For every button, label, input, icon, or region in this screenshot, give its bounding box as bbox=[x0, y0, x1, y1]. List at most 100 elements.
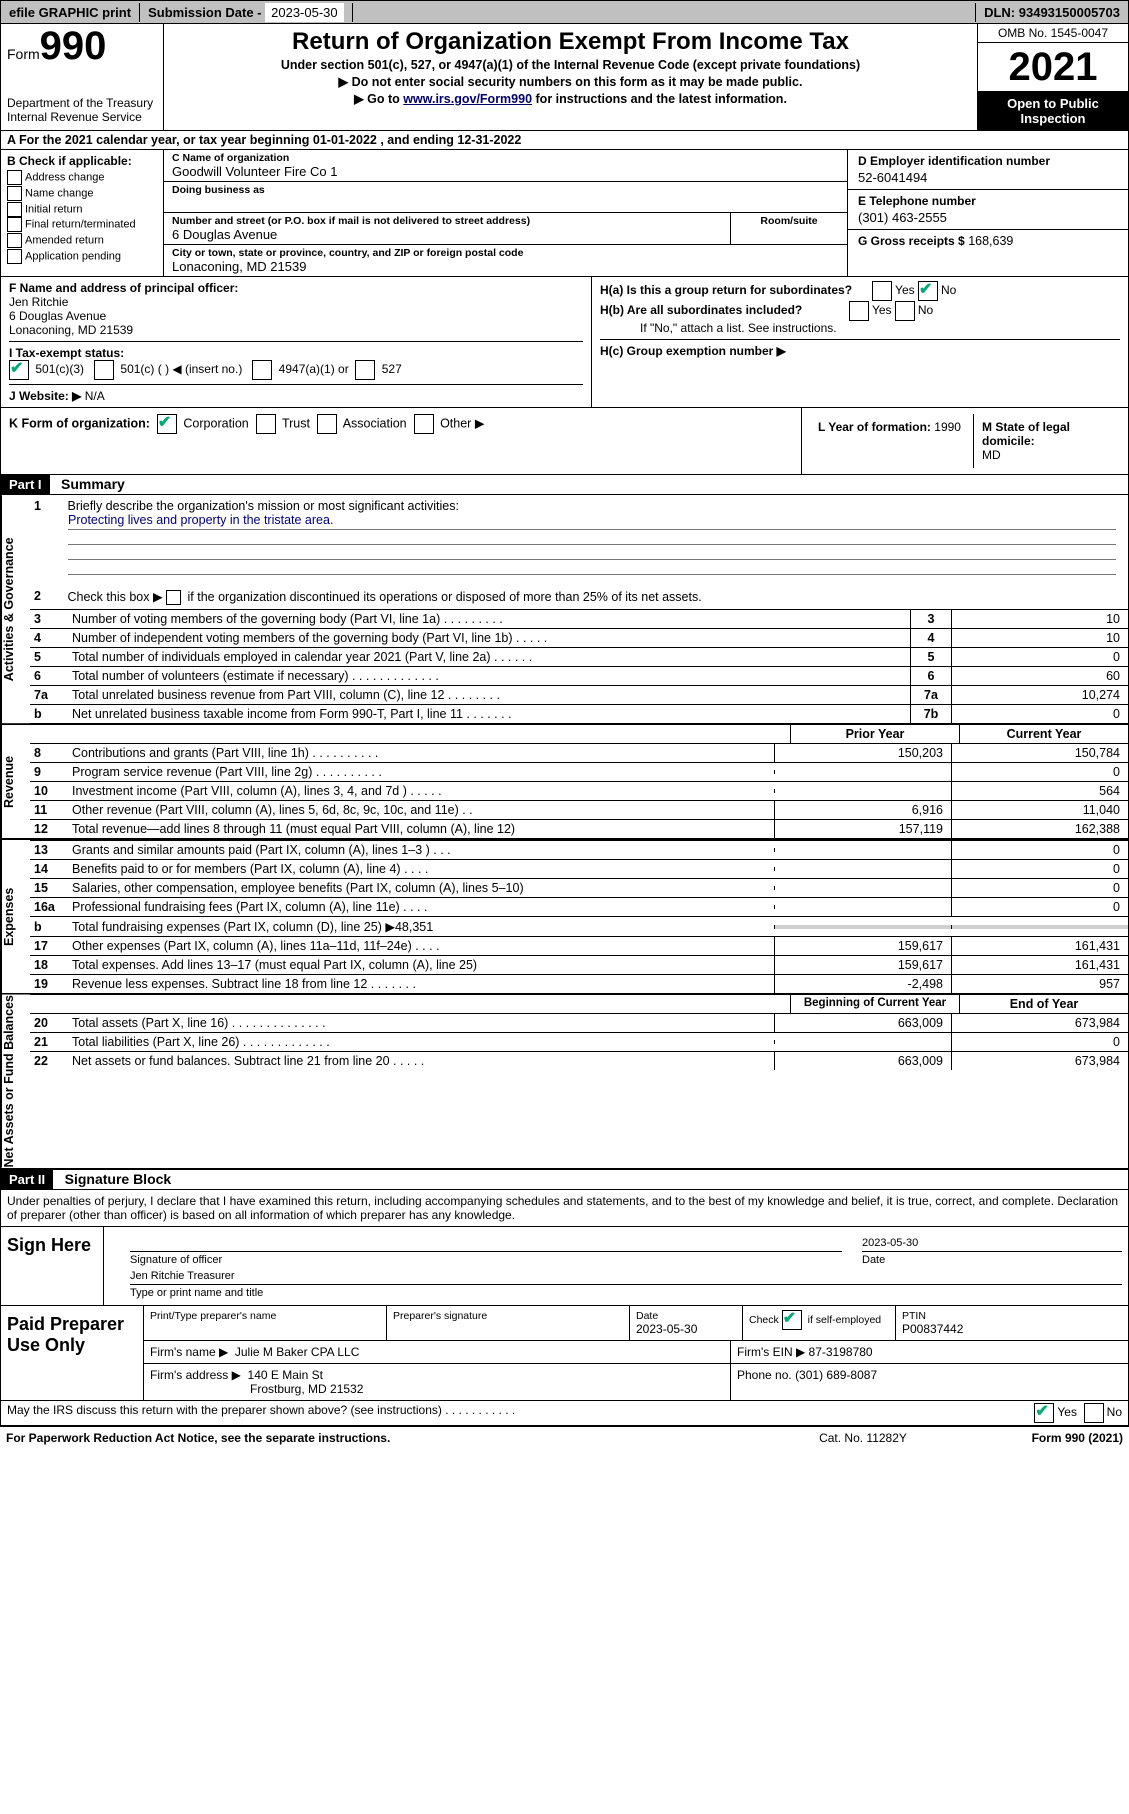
prep-ptin: PTIN P00837442 bbox=[896, 1306, 1128, 1340]
chk-initial-return[interactable]: Initial return bbox=[7, 202, 157, 218]
chk-amended[interactable]: Amended return bbox=[7, 233, 157, 249]
chk-trust[interactable] bbox=[256, 414, 276, 434]
chk-501c3[interactable] bbox=[9, 360, 29, 380]
chk-ha-yes[interactable] bbox=[872, 281, 892, 301]
section-fh: F Name and address of principal officer:… bbox=[1, 277, 1128, 408]
field-phone: E Telephone number (301) 463-2555 bbox=[848, 190, 1128, 230]
summary-line-12: 12Total revenue—add lines 8 through 11 (… bbox=[30, 819, 1128, 838]
chk-discuss-yes[interactable] bbox=[1034, 1403, 1054, 1423]
form-page-ref: Form 990 (2021) bbox=[963, 1431, 1123, 1445]
summary-line-7a: 7aTotal unrelated business revenue from … bbox=[30, 685, 1128, 704]
prep-sig: Preparer's signature bbox=[387, 1306, 630, 1340]
top-bar: efile GRAPHIC print Submission Date - 20… bbox=[0, 0, 1129, 24]
chk-assoc[interactable] bbox=[317, 414, 337, 434]
summary-line-17: 17Other expenses (Part IX, column (A), l… bbox=[30, 936, 1128, 955]
field-room-suite: Room/suite bbox=[731, 213, 847, 244]
paid-preparer-block: Paid Preparer Use Only Print/Type prepar… bbox=[1, 1306, 1128, 1401]
col-f-officer: F Name and address of principal officer:… bbox=[1, 277, 591, 407]
col-c-fields: C Name of organization Goodwill Voluntee… bbox=[164, 150, 847, 276]
chk-address-change[interactable]: Address change bbox=[7, 170, 157, 186]
prep-date: Date 2023-05-30 bbox=[630, 1306, 743, 1340]
chk-app-pending[interactable]: Application pending bbox=[7, 249, 157, 265]
row-l-year: L Year of formation: 1990 bbox=[810, 414, 974, 468]
chk-discuss-no[interactable] bbox=[1084, 1403, 1104, 1423]
h-b: H(b) Are all subordinates included? Yes … bbox=[600, 301, 1120, 321]
field-ein: D Employer identification number 52-6041… bbox=[848, 150, 1128, 190]
mission-text: Protecting lives and property in the tri… bbox=[68, 513, 1116, 530]
chk-4947[interactable] bbox=[252, 360, 272, 380]
submission-date: Submission Date - 2023-05-30 bbox=[140, 3, 353, 22]
summary-line-20: 20Total assets (Part X, line 16) . . . .… bbox=[30, 1013, 1128, 1032]
prep-self-emp: Check if self-employed bbox=[743, 1306, 896, 1340]
irs-link[interactable]: www.irs.gov/Form990 bbox=[403, 92, 532, 106]
footer-irs-discuss: May the IRS discuss this return with the… bbox=[1, 1401, 1128, 1426]
sign-here-label: Sign Here bbox=[1, 1227, 104, 1305]
summary-line-15: 15Salaries, other compensation, employee… bbox=[30, 878, 1128, 897]
page-footer: For Paperwork Reduction Act Notice, see … bbox=[0, 1427, 1129, 1449]
firm-ein: Firm's EIN ▶ 87-3198780 bbox=[731, 1341, 1128, 1363]
chk-name-change[interactable]: Name change bbox=[7, 186, 157, 202]
chk-hb-no[interactable] bbox=[895, 301, 915, 321]
col-deg: D Employer identification number 52-6041… bbox=[847, 150, 1128, 276]
efile-label[interactable]: efile GRAPHIC print bbox=[1, 3, 140, 22]
vtab-net-assets: Net Assets or Fund Balances bbox=[1, 995, 30, 1168]
chk-hb-yes[interactable] bbox=[849, 301, 869, 321]
dept-treasury: Department of the Treasury bbox=[7, 96, 157, 110]
summary-line-22: 22Net assets or fund balances. Subtract … bbox=[30, 1051, 1128, 1070]
perjury-declaration: Under penalties of perjury, I declare th… bbox=[1, 1190, 1128, 1227]
summary-line-b: bTotal fundraising expenses (Part IX, co… bbox=[30, 916, 1128, 936]
firm-address: Firm's address ▶ 140 E Main St Frostburg… bbox=[144, 1364, 731, 1400]
tax-year: 2021 bbox=[978, 43, 1128, 92]
chk-ha-no[interactable] bbox=[918, 281, 938, 301]
col-c-mid: C Name of organization Goodwill Voluntee… bbox=[164, 150, 1128, 276]
prep-name: Print/Type preparer's name bbox=[144, 1306, 387, 1340]
col-current-year: Current Year bbox=[959, 725, 1128, 743]
summary-line-4: 4Number of independent voting members of… bbox=[30, 628, 1128, 647]
form-header: Form 990 Department of the Treasury Inte… bbox=[1, 24, 1128, 131]
form-990: Form 990 Department of the Treasury Inte… bbox=[0, 24, 1129, 1427]
preparer-fields: Print/Type preparer's name Preparer's si… bbox=[144, 1306, 1128, 1400]
field-address: Number and street (or P.O. box if mail i… bbox=[164, 213, 847, 245]
summary-line-16a: 16aProfessional fundraising fees (Part I… bbox=[30, 897, 1128, 916]
chk-self-employed[interactable] bbox=[782, 1310, 802, 1330]
line-2: 2 Check this box ▶ if the organization d… bbox=[30, 579, 1128, 609]
summary-line-19: 19Revenue less expenses. Subtract line 1… bbox=[30, 974, 1128, 993]
omb-number: OMB No. 1545-0047 bbox=[978, 24, 1128, 43]
row-m-state: M State of legal domicile: MD bbox=[974, 414, 1120, 468]
field-gross-receipts: G Gross receipts $ 168,639 bbox=[848, 230, 1128, 252]
row-lm: L Year of formation: 1990 M State of leg… bbox=[801, 408, 1128, 474]
col-b-checkboxes: B Check if applicable: Address change Na… bbox=[1, 150, 164, 276]
vtab-expenses: Expenses bbox=[1, 840, 30, 993]
paid-preparer-label: Paid Preparer Use Only bbox=[1, 1306, 144, 1400]
form-title: Return of Organization Exempt From Incom… bbox=[170, 28, 971, 56]
chk-final-return[interactable]: Final return/terminated bbox=[7, 217, 157, 233]
sig-officer-field[interactable] bbox=[130, 1237, 842, 1252]
row-a-period: A For the 2021 calendar year, or tax yea… bbox=[1, 131, 1128, 150]
chk-other[interactable] bbox=[414, 414, 434, 434]
form-number: Form 990 bbox=[7, 26, 157, 66]
h-a: H(a) Is this a group return for subordin… bbox=[600, 281, 1120, 301]
part2-header: Part II Signature Block bbox=[1, 1170, 1128, 1190]
summary-line-8: 8Contributions and grants (Part VIII, li… bbox=[30, 743, 1128, 762]
row-j-website: J Website: ▶ N/A bbox=[9, 384, 583, 403]
header-right: OMB No. 1545-0047 2021 Open to Public In… bbox=[977, 24, 1128, 130]
summary-line-9: 9Program service revenue (Part VIII, lin… bbox=[30, 762, 1128, 781]
field-dba: Doing business as bbox=[164, 182, 847, 213]
col-begin-year: Beginning of Current Year bbox=[790, 995, 959, 1013]
chk-527[interactable] bbox=[355, 360, 375, 380]
summary-line-14: 14Benefits paid to or for members (Part … bbox=[30, 859, 1128, 878]
vtab-revenue: Revenue bbox=[1, 725, 30, 838]
sign-here-block: Sign Here 2023-05-30 Signature of office… bbox=[1, 1227, 1128, 1306]
row-klm: K Form of organization: Corporation Trus… bbox=[1, 408, 1128, 475]
chk-501c[interactable] bbox=[94, 360, 114, 380]
chk-corp[interactable] bbox=[157, 414, 177, 434]
col-h-group: H(a) Is this a group return for subordin… bbox=[591, 277, 1128, 407]
note-ssn: ▶ Do not enter social security numbers o… bbox=[170, 74, 971, 89]
sign-fields: 2023-05-30 Signature of officer Date Jen… bbox=[104, 1227, 1128, 1305]
summary-line-6: 6Total number of volunteers (estimate if… bbox=[30, 666, 1128, 685]
form-subtitle: Under section 501(c), 527, or 4947(a)(1)… bbox=[170, 58, 971, 72]
chk-line2[interactable] bbox=[166, 590, 181, 605]
sig-date-field: 2023-05-30 bbox=[862, 1237, 1122, 1252]
field-org-name: C Name of organization Goodwill Voluntee… bbox=[164, 150, 847, 182]
vtab-governance: Activities & Governance bbox=[1, 495, 30, 723]
